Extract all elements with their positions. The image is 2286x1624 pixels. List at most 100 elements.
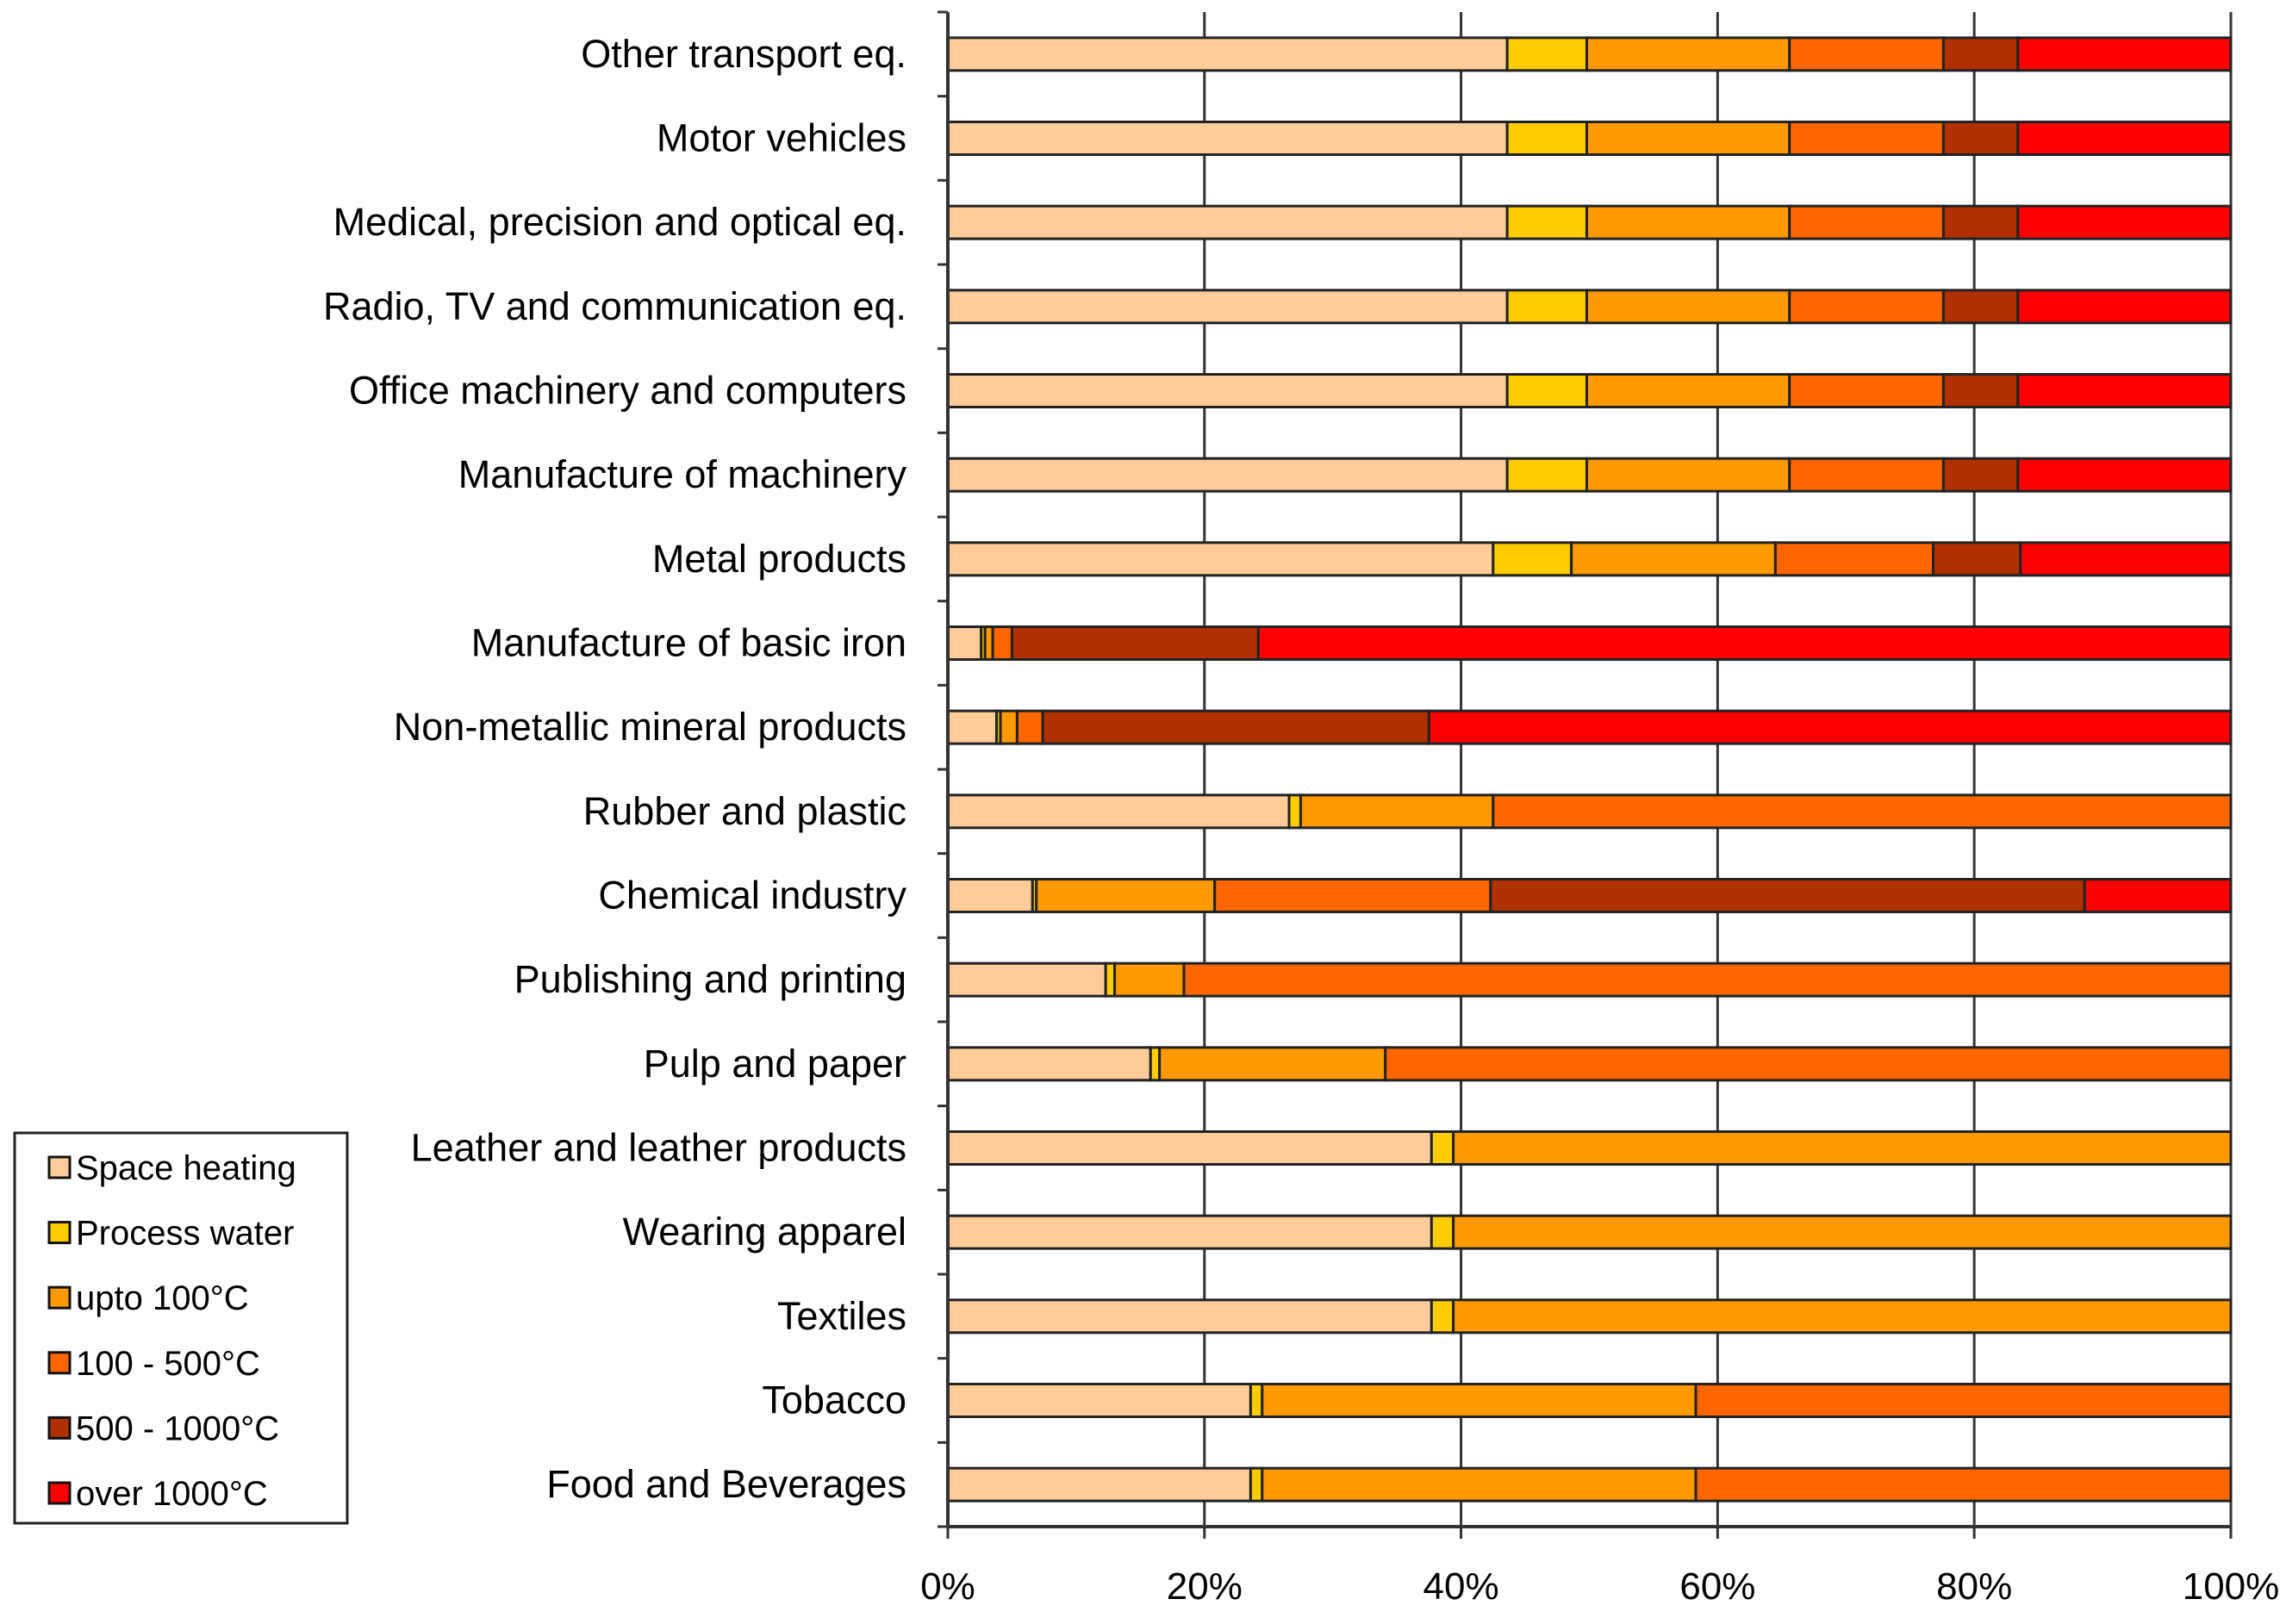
bar-segment-upto-100-c — [1452, 1130, 2233, 1166]
bar-segment-space-heating — [946, 709, 999, 745]
bar-segment-100-500-c — [1788, 121, 1945, 156]
bar-segment-process-water — [1104, 961, 1117, 998]
bar-segment-over-1000-c — [2016, 373, 2233, 408]
legend-box — [13, 1131, 349, 1525]
bar-segment-process-water — [1505, 289, 1589, 325]
bar-segment-upto-100-c — [1113, 961, 1186, 998]
bar-segment-over-1000-c — [2016, 204, 2233, 240]
bar-segment-over-1000-c — [1427, 709, 2233, 745]
bar-group — [946, 961, 2233, 998]
bar-segment-over-1000-c — [1256, 625, 2233, 661]
bar-segment-space-heating — [946, 878, 1034, 913]
bar-segment-over-1000-c — [2019, 541, 2233, 577]
legend-swatch — [47, 1285, 72, 1310]
bar-segment-upto-100-c — [999, 709, 1018, 745]
x-tick-label: 60% — [1679, 1565, 1755, 1608]
x-tick-label: 80% — [1936, 1565, 2012, 1608]
bar-segment-500-1000-c — [1932, 541, 2022, 577]
bar-segment-process-water — [1149, 1046, 1162, 1082]
category-label: Pulp and paper — [644, 1042, 906, 1086]
bars — [946, 36, 2233, 1503]
category-label: Chemical industry — [598, 874, 906, 918]
bar-segment-upto-100-c — [1035, 878, 1217, 913]
bar-segment-upto-100-c — [1585, 289, 1791, 325]
category-label: Other transport eq. — [581, 32, 906, 76]
bar-segment-100-500-c — [1788, 457, 1945, 493]
bar-segment-space-heating — [946, 1383, 1252, 1418]
bar-segment-space-heating — [946, 289, 1509, 325]
bar-segment-space-heating — [946, 1466, 1252, 1503]
legend-label: Space heating — [76, 1149, 296, 1187]
bar-segment-500-1000-c — [1941, 36, 2020, 72]
bar-group — [946, 1298, 2233, 1335]
bar-segment-process-water — [1430, 1214, 1455, 1250]
bar-segment-500-1000-c — [1941, 289, 2020, 325]
bar-segment-process-water — [1505, 36, 1589, 72]
category-label: Medical, precision and optical eq. — [333, 200, 906, 244]
bar-segment-upto-100-c — [1585, 457, 1791, 493]
bar-segment-100-500-c — [1788, 289, 1945, 325]
bar-group — [946, 709, 2233, 745]
bar-group — [946, 1466, 2233, 1503]
category-label: Textiles — [777, 1294, 906, 1338]
bar-segment-100-500-c — [1788, 373, 1945, 408]
bar-segment-100-500-c — [1015, 709, 1044, 745]
bar-segment-500-1000-c — [1941, 121, 2020, 156]
bar-group — [946, 457, 2233, 493]
bar-group — [946, 1046, 2233, 1082]
bar-segment-process-water — [1249, 1383, 1264, 1418]
bar-group — [946, 541, 2233, 577]
category-label: Leather and leather products — [411, 1126, 906, 1170]
legend-label: 100 - 500°C — [76, 1345, 260, 1383]
bar-segment-500-1000-c — [1941, 204, 2020, 240]
bar-group — [946, 1130, 2233, 1166]
bar-segment-space-heating — [946, 1214, 1433, 1250]
bar-segment-100-500-c — [1788, 36, 1945, 72]
category-label: Metal products — [652, 537, 906, 581]
bar-segment-upto-100-c — [1261, 1466, 1697, 1503]
category-label: Office machinery and computers — [349, 369, 906, 413]
bar-group — [946, 793, 2233, 830]
category-label: Radio, TV and communication eq. — [323, 284, 906, 328]
category-label: Food and Beverages — [546, 1462, 906, 1506]
bar-segment-space-heating — [946, 373, 1509, 408]
bar-segment-process-water — [1287, 793, 1302, 830]
bar-segment-over-1000-c — [2016, 121, 2233, 156]
bar-segment-100-500-c — [991, 625, 1013, 661]
category-label: Wearing apparel — [623, 1210, 906, 1254]
category-label: Publishing and printing — [514, 957, 906, 1001]
bar-group — [946, 625, 2233, 661]
bar-segment-over-1000-c — [2083, 878, 2233, 913]
bar-group — [946, 878, 2233, 913]
x-tick-label: 0% — [920, 1565, 975, 1608]
bar-segment-100-500-c — [1694, 1466, 2233, 1503]
bar-segment-space-heating — [946, 541, 1495, 577]
bar-segment-500-1000-c — [1041, 709, 1430, 745]
bar-segment-upto-100-c — [1585, 36, 1791, 72]
legend-label: 500 - 1000°C — [76, 1409, 279, 1447]
bar-segment-process-water — [1249, 1466, 1264, 1503]
bar-group — [946, 289, 2233, 325]
bar-segment-over-1000-c — [2016, 36, 2233, 72]
bar-segment-process-water — [1430, 1130, 1455, 1166]
bar-segment-process-water — [1505, 373, 1589, 408]
bar-segment-100-500-c — [1694, 1383, 2233, 1418]
bar-segment-500-1000-c — [1489, 878, 2086, 913]
bar-segment-over-1000-c — [2016, 457, 2233, 493]
bar-group — [946, 373, 2233, 408]
bar-segment-process-water — [1505, 121, 1589, 156]
bar-segment-process-water — [1505, 204, 1589, 240]
bar-segment-space-heating — [946, 961, 1107, 998]
category-label: Non-metallic mineral products — [394, 705, 906, 749]
bar-segment-process-water — [1430, 1298, 1455, 1335]
bar-segment-space-heating — [946, 625, 983, 661]
legend-label: Process water — [76, 1215, 294, 1253]
bar-group — [946, 121, 2233, 156]
bar-segment-upto-100-c — [1158, 1046, 1387, 1082]
category-label: Manufacture of machinery — [458, 452, 907, 496]
bar-segment-over-1000-c — [2016, 289, 2233, 325]
bar-segment-space-heating — [946, 121, 1509, 156]
bar-segment-space-heating — [946, 1130, 1433, 1166]
bar-segment-500-1000-c — [1010, 625, 1260, 661]
